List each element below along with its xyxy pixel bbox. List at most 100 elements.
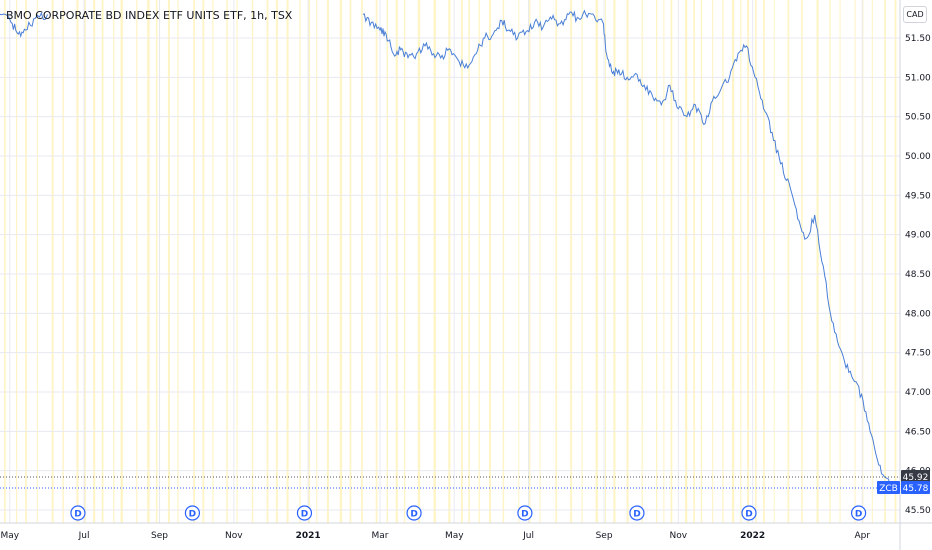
session-band [4, 0, 6, 523]
session-band [468, 0, 470, 523]
session-band [193, 0, 195, 523]
svg-text:D: D [521, 510, 528, 520]
session-band [113, 0, 115, 523]
y-tick-label: 49.00 [905, 231, 931, 241]
dividend-marker[interactable]: D [296, 505, 313, 521]
x-tick-label: May [445, 531, 464, 541]
session-band [375, 0, 378, 523]
y-tick-label: 48.50 [905, 270, 931, 280]
y-tick-label: 51.00 [905, 73, 931, 83]
session-band [461, 0, 463, 523]
session-bands [4, 0, 897, 523]
x-tick-label: Sep [596, 531, 613, 541]
series-line-zcb [0, 9, 892, 489]
session-band [448, 0, 451, 523]
session-band [829, 0, 831, 523]
session-band [286, 0, 289, 523]
x-axis-labels: May Jul Sep Nov 2021 Mar May Jul Sep Nov 2022 Apr [0, 531, 870, 541]
y-tick-label: 48.00 [905, 309, 931, 319]
session-band [417, 0, 421, 523]
session-band [308, 0, 311, 523]
session-band [25, 0, 27, 523]
session-band [747, 0, 750, 523]
dividend-marker[interactable]: D [850, 505, 867, 521]
session-band [763, 0, 765, 523]
session-band [801, 0, 803, 523]
session-band [403, 0, 406, 523]
x-tick-label: 2021 [296, 531, 321, 541]
session-band [871, 0, 873, 523]
session-band [555, 0, 558, 523]
session-band [136, 0, 138, 523]
price-tags: 45.92 ZCB 45.78 [0, 469, 930, 494]
session-band [528, 0, 531, 523]
session-band [177, 0, 179, 523]
session-band [395, 0, 398, 523]
x-tick-label: Nov [670, 531, 688, 541]
last-price-tag: ZCB 45.78 [877, 480, 930, 494]
session-band [626, 0, 629, 523]
session-band [862, 0, 864, 523]
currency-button[interactable]: CAD [903, 6, 927, 23]
session-band [84, 0, 86, 523]
y-tick-label: 45.50 [905, 506, 931, 516]
session-band [266, 0, 269, 523]
session-band [656, 0, 658, 523]
session-band [884, 0, 886, 523]
y-tick-label: 50.00 [905, 152, 931, 162]
session-band [685, 0, 688, 523]
session-band [595, 0, 598, 523]
dividend-marker[interactable]: D [406, 505, 422, 521]
session-band [93, 0, 96, 523]
session-band [894, 0, 897, 523]
session-band [581, 0, 583, 523]
session-band [693, 0, 695, 523]
y-tick-label: 50.50 [905, 113, 931, 123]
y-tick-label: 47.00 [905, 388, 931, 398]
session-band [539, 0, 541, 523]
grid-lines [0, 0, 900, 523]
session-band [16, 0, 18, 523]
session-band [76, 0, 79, 523]
session-band [212, 0, 214, 523]
session-band [570, 0, 573, 523]
dividend-marker[interactable]: D [741, 505, 757, 521]
x-tick-label: Apr [854, 531, 870, 541]
svg-text:D: D [745, 510, 752, 520]
session-band [226, 0, 228, 523]
session-band [433, 0, 436, 523]
svg-text:D: D [410, 510, 417, 520]
svg-text:D: D [189, 510, 196, 520]
x-tick-label: Jul [522, 531, 534, 541]
session-band [167, 0, 170, 523]
session-band [120, 0, 123, 523]
session-band [147, 0, 150, 523]
x-tick-label: Nov [225, 531, 243, 541]
svg-text:45.92: 45.92 [903, 473, 929, 483]
session-band [787, 0, 790, 523]
y-axis-labels: 45.5046.0046.5047.0047.5048.0048.5049.00… [905, 34, 931, 516]
dividend-marker[interactable]: D [629, 505, 645, 521]
session-band [605, 0, 606, 523]
session-band [489, 0, 491, 523]
svg-text:D: D [633, 510, 640, 520]
dividend-marker[interactable]: D [184, 505, 201, 521]
chart-title: BMO CORPORATE BD INDEX ETF UNITS ETF, 1h… [6, 9, 293, 22]
session-band [740, 0, 742, 523]
plot-area [0, 9, 892, 489]
session-band [502, 0, 505, 523]
session-band [275, 0, 278, 523]
dividend-marker[interactable]: D [517, 505, 533, 521]
session-band [386, 0, 388, 523]
marker-price-tag: 45.92 [901, 469, 930, 483]
session-band [299, 0, 301, 523]
session-band [641, 0, 643, 523]
session-band [670, 0, 673, 523]
session-band [101, 0, 104, 523]
session-band [773, 0, 775, 523]
session-band [62, 0, 64, 523]
dividend-marker[interactable]: D [70, 505, 86, 521]
y-tick-label: 47.50 [905, 349, 931, 359]
